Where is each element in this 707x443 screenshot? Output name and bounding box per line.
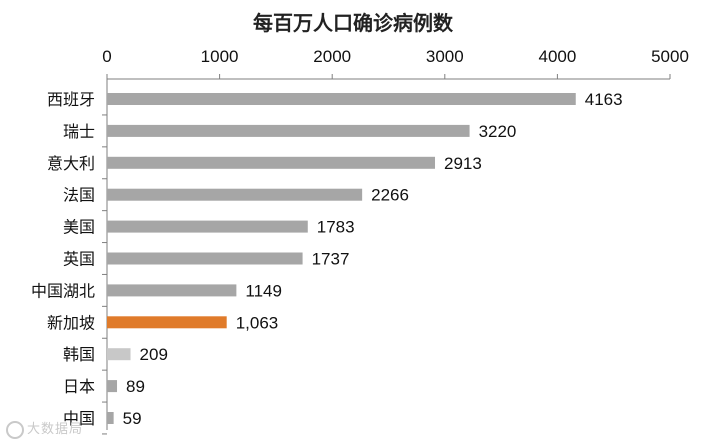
bar — [107, 220, 308, 233]
x-axis: 0 1000 2000 3000 4000 5000 — [102, 47, 689, 435]
x-tick-label: 0 — [102, 47, 111, 66]
x-tick-label: 1000 — [201, 47, 239, 66]
bar — [107, 316, 227, 329]
value-label: 4163 — [585, 90, 623, 109]
category-label: 美国 — [63, 218, 95, 237]
category-label: 日本 — [63, 377, 95, 396]
bar — [107, 93, 576, 105]
category-label: 意大利 — [47, 154, 95, 173]
bar — [107, 188, 363, 201]
value-label: 2913 — [444, 154, 482, 173]
value-label: 1149 — [245, 281, 282, 300]
x-tick-label: 3000 — [426, 47, 464, 66]
x-tick-label: 5000 — [651, 47, 689, 66]
value-label: 59 — [123, 409, 142, 428]
category-label: 韩国 — [63, 345, 95, 364]
value-label: 209 — [140, 345, 168, 364]
bar — [107, 156, 436, 169]
category-label: 瑞士 — [63, 122, 95, 141]
labels: 西班牙 4163 瑞士 3220 意大利 2913 法国 2266 美国 1783 英国 1737 中国… — [31, 90, 623, 428]
value-label: 1783 — [317, 218, 355, 237]
bars — [107, 93, 576, 424]
bar — [107, 124, 470, 137]
watermark: 大数据局 — [6, 418, 83, 439]
chart-title: 每百万人口确诊病例数 — [253, 11, 454, 35]
value-label: 1737 — [312, 250, 350, 269]
bar — [107, 412, 114, 424]
watermark-text: 大数据局 — [27, 422, 84, 437]
bar — [107, 348, 131, 361]
bar — [107, 380, 118, 393]
x-tick-label: 4000 — [538, 47, 576, 66]
category-label: 中国湖北 — [31, 281, 95, 300]
value-label: 3220 — [479, 122, 517, 141]
value-label: 1,063 — [236, 313, 279, 332]
category-label: 新加坡 — [47, 313, 95, 332]
category-label: 中国 — [63, 409, 95, 428]
value-label: 2266 — [371, 186, 409, 205]
bar — [107, 252, 303, 265]
x-tick-label: 2000 — [313, 47, 351, 66]
category-label: 法国 — [63, 186, 95, 205]
value-label: 89 — [126, 377, 145, 396]
watermark-logo-icon — [6, 420, 24, 439]
category-label: 英国 — [63, 250, 95, 269]
bar — [107, 284, 237, 297]
category-label: 西班牙 — [47, 90, 95, 109]
